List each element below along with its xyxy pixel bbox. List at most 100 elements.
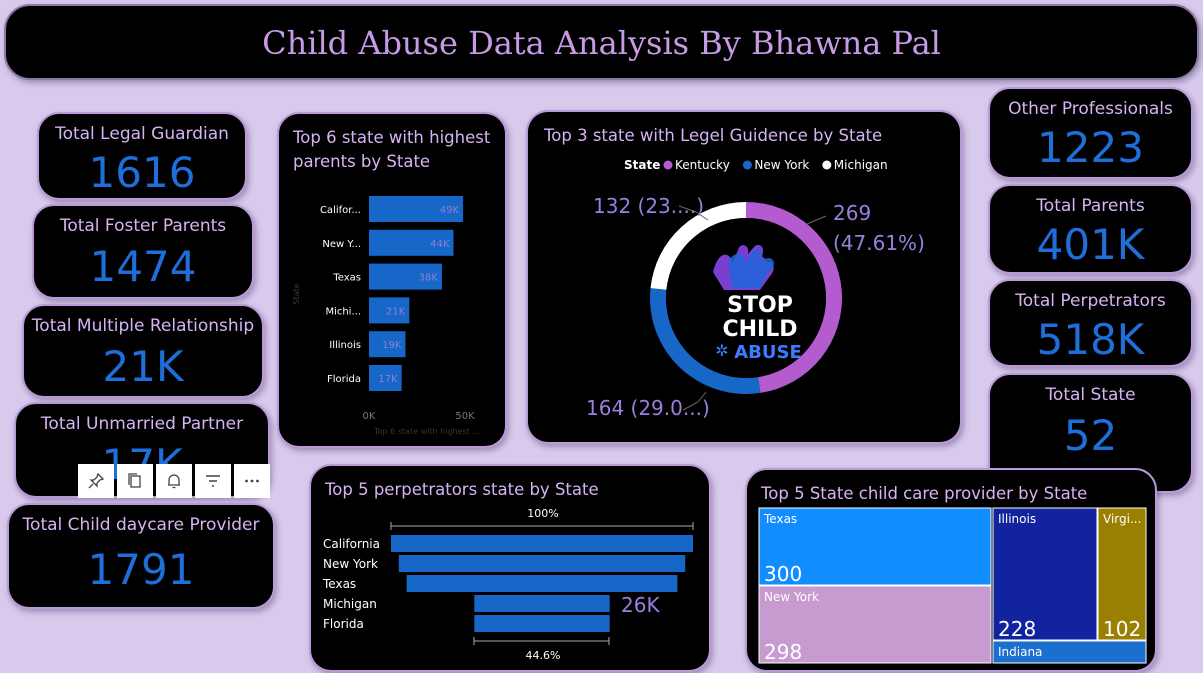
kpi-child-daycare[interactable]: Total Child daycare Provider 1791 [7,503,275,609]
more-icon[interactable] [234,464,270,498]
kpi-value: 1791 [87,545,195,594]
kpi-value: 1474 [89,242,197,291]
bar-data-label: 19K [382,340,402,351]
donut-slice[interactable] [746,202,843,393]
kpi-label: Total Parents [1036,196,1145,216]
kpi-value: 1223 [1037,123,1144,172]
treemap-tile[interactable] [758,585,992,664]
funnel-value-label: 26K [621,593,660,617]
funnel-bottom-label: 44.6% [526,649,561,662]
bar[interactable] [369,297,410,324]
logo-text-stop: STOP [727,293,793,318]
bar-chart-top6: State Califor... 49K New Y... 44K Texas 38K Mi… [292,196,480,436]
donut-slice[interactable] [650,202,746,290]
treemap-chart: Texas 300 New York 298 Illinois 228 Virgi... 10… [758,507,1147,664]
treemap-tile[interactable] [992,640,1147,664]
kpi-value: 21K [102,342,184,391]
legend-item[interactable]: Michigan [834,158,888,172]
bar[interactable] [369,196,464,222]
bar[interactable] [369,229,454,256]
bar[interactable] [369,365,402,391]
donut-slice[interactable] [650,288,761,394]
funnel-category-label: Texas [322,577,356,591]
funnel-chart: 100% California New York Texas Michigan Flor… [322,507,694,662]
kpi-total-parents[interactable]: Total Parents 401K [988,184,1193,274]
treemap-value-label: 300 [764,562,802,586]
bar-data-label: 44K [430,239,450,250]
logo-text-abuse: ABUSE [734,342,802,363]
legend-item[interactable]: New York [754,158,809,172]
bar-data-label: 21K [386,306,406,317]
kpi-label: Total Child daycare Provider [22,515,260,535]
y-tick-label: Califor... [320,205,361,216]
data-label-new-york: 164 (29.0...) [586,396,710,420]
copy-icon[interactable] [117,464,153,498]
kpi-multiple-relationship[interactable]: Total Multiple Relationship 21K [22,304,264,398]
kpi-value: 52 [1063,411,1118,460]
funnel-bar[interactable] [474,595,610,612]
logo-text-child: CHILD [722,317,797,342]
chart-top5-perpetrators[interactable]: Top 5 perpetrators state by State 100% C… [309,464,711,672]
funnel-bar[interactable] [474,615,610,632]
data-label-michigan: 132 (23....) [593,194,704,218]
bar[interactable] [369,331,406,358]
page-title: Child Abuse Data Analysis By Bhawna Pal [262,24,941,62]
kpi-value: 1616 [88,148,196,197]
treemap-value-label: 102 [1103,617,1141,641]
y-tick-label: Illinois [329,340,361,351]
treemap-value-label: 228 [998,617,1036,641]
funnel-category-label: California [323,537,380,551]
filter-icon[interactable] [195,464,231,498]
chart-title: Top 3 state with Legel Guidence by State [544,126,883,145]
y-tick-label: Texas [332,273,361,284]
funnel-category-label: New York [323,557,378,571]
bar-data-label: 17K [378,374,398,385]
treemap-category-label: Indiana [998,645,1042,659]
chart-legal-guidance-donut[interactable]: Top 3 state with Legel Guidence by State… [526,110,962,444]
kpi-label: Total State [1045,385,1136,405]
ribbon-icon: ✲ [715,341,728,360]
funnel-top-label: 100% [527,507,558,520]
legend-item[interactable]: Kentucky [675,158,730,172]
funnel-category-label: Michigan [323,597,377,611]
funnel-bar[interactable] [406,575,678,592]
legend-swatch [742,160,752,170]
bell-icon[interactable] [156,464,192,498]
kpi-label: Total Legal Guardian [55,124,229,144]
chart-title: Top 6 state with highest parents by Stat… [293,128,491,171]
treemap-tile[interactable] [992,507,1098,641]
funnel-bar[interactable] [398,555,686,572]
kpi-total-perpetrators[interactable]: Total Perpetrators 518K [988,279,1193,367]
y-tick-label: New Y... [322,239,361,250]
x-axis-label: Top 6 state with highest ... [373,427,480,436]
kpi-label: Other Professionals [1008,99,1173,119]
data-label-kentucky-pct: (47.61%) [833,231,925,255]
chart-top6-parents[interactable]: Top 6 state with highest parents by Stat… [277,112,507,448]
y-tick-label: Michi... [325,306,361,317]
legend-swatch [822,160,832,170]
kpi-foster-parents[interactable]: Total Foster Parents 1474 [32,204,254,299]
chart-title: Top 5 State child care provider by State [761,484,1088,503]
donut-chart: State Kentucky New York Michigan STOP CHIL… [586,158,925,420]
treemap-category-label: Illinois [998,512,1036,526]
treemap-tile[interactable] [758,507,992,586]
treemap-category-label: New York [764,590,819,604]
y-tick-label: Florida [327,374,361,385]
funnel-category-label: Florida [323,617,364,631]
treemap-value-label: 298 [764,640,802,664]
kpi-label: Total Unmarried Partner [40,414,244,434]
x-tick-1: 50K [455,411,475,422]
treemap-category-label: Texas [763,512,797,526]
kpi-label: Total Foster Parents [59,216,227,236]
data-label-kentucky-value: 269 [833,201,871,225]
treemap-tile[interactable] [1097,507,1147,641]
kpi-other-professionals[interactable]: Other Professionals 1223 [988,87,1193,179]
pin-icon[interactable] [78,464,114,498]
bar[interactable] [369,263,442,290]
title-bar: Child Abuse Data Analysis By Bhawna Pal [4,4,1199,80]
kpi-legal-guardian[interactable]: Total Legal Guardian 1616 [37,112,247,200]
chart-title: Top 5 perpetrators state by State [325,480,599,499]
chart-top5-childcare-treemap[interactable]: Top 5 State child care provider by State… [745,468,1157,672]
bar-data-label: 38K [419,273,439,284]
funnel-bar[interactable] [391,535,693,552]
